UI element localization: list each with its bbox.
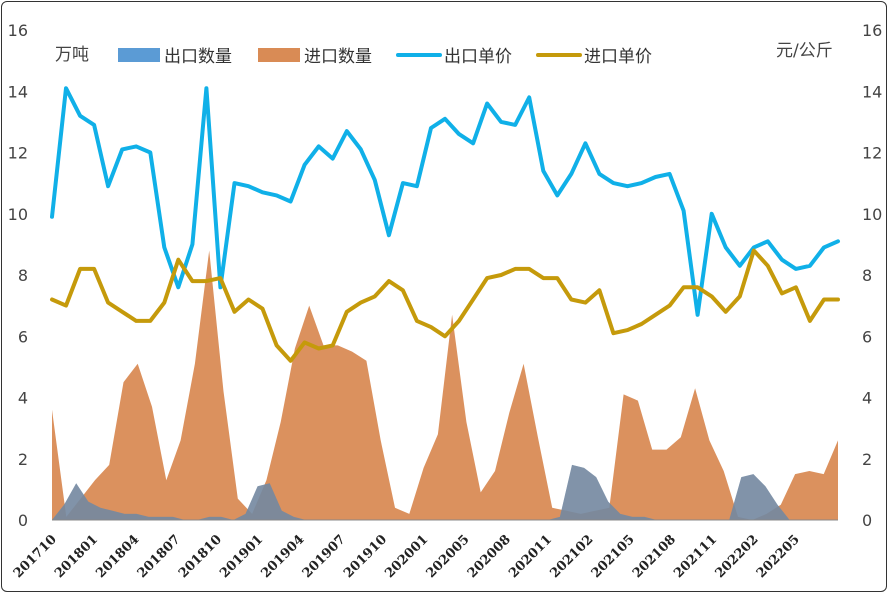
x-tick-label: 202005 xyxy=(424,532,473,581)
line-series-layer xyxy=(50,86,840,363)
x-tick-label: 201710 xyxy=(11,532,60,581)
export-quantity-area-overlap xyxy=(52,464,838,520)
x-tick-label: 201807 xyxy=(135,532,184,581)
x-tick-label: 202011 xyxy=(506,532,555,581)
right-y-tick-label: 10 xyxy=(862,205,882,224)
legend-label: 出口单价 xyxy=(444,47,512,67)
x-tick-label: 202105 xyxy=(589,532,638,581)
x-tick-label: 202001 xyxy=(382,532,431,581)
left-y-tick-label: 12 xyxy=(8,144,28,163)
right-y-tick-label: 14 xyxy=(862,82,882,101)
x-tick-label: 202108 xyxy=(630,532,679,581)
x-tick-label: 201810 xyxy=(176,532,225,581)
right-y-tick-label: 6 xyxy=(862,327,872,346)
left-y-ticks: 0 2 4 6 8 10 12 14 16 xyxy=(8,21,28,530)
x-tick-label: 202202 xyxy=(713,532,762,581)
right-y-tick-label: 16 xyxy=(862,21,882,40)
legend-swatch xyxy=(258,48,300,62)
right-y-tick-label: 12 xyxy=(862,144,882,163)
right-y-tick-label: 2 xyxy=(862,450,872,469)
x-tick-label: 202102 xyxy=(547,532,596,581)
legend-swatch xyxy=(118,48,160,62)
x-tick-label: 201801 xyxy=(52,532,101,581)
left-y-tick-label: 2 xyxy=(18,450,28,469)
export-price-line xyxy=(50,86,840,317)
x-tick-label: 201904 xyxy=(259,532,308,581)
import-quantity-area xyxy=(52,250,838,520)
left-y-tick-label: 8 xyxy=(18,266,28,285)
right-y-tick-label: 0 xyxy=(862,511,872,530)
legend-label: 出口数量 xyxy=(164,47,232,67)
left-y-tick-label: 10 xyxy=(8,205,28,224)
area-series-layer xyxy=(52,250,838,520)
x-tick-labels: 2017102018012018042018072018102019012019… xyxy=(11,532,803,581)
import-price-line xyxy=(50,248,840,363)
left-y-tick-label: 6 xyxy=(18,327,28,346)
x-tick-label: 201907 xyxy=(300,532,349,581)
right-y-tick-label: 4 xyxy=(862,389,872,408)
x-tick-label: 202008 xyxy=(465,532,514,581)
left-y-tick-label: 4 xyxy=(18,389,28,408)
x-tick-label: 201901 xyxy=(217,532,266,581)
right-y-ticks: 0 2 4 6 8 10 12 14 16 xyxy=(862,21,882,530)
left-y-tick-label: 0 xyxy=(18,511,28,530)
x-tick-label: 201910 xyxy=(341,532,390,581)
right-y-tick-label: 8 xyxy=(862,266,872,285)
export-quantity-area xyxy=(52,464,838,520)
legend-label: 进口单价 xyxy=(584,47,652,67)
x-tick-label: 201804 xyxy=(93,532,142,581)
legend-label: 进口数量 xyxy=(304,47,372,67)
left-y-tick-label: 16 xyxy=(8,21,28,40)
right-axis-unit: 元/公斤 xyxy=(776,41,833,61)
left-y-tick-label: 14 xyxy=(8,82,28,101)
left-axis-unit: 万吨 xyxy=(55,45,89,65)
legend: 出口数量 进口数量 出口单价 进口单价 xyxy=(118,47,652,67)
x-tick-label: 202111 xyxy=(671,532,720,581)
x-tick-label: 202205 xyxy=(754,532,803,581)
